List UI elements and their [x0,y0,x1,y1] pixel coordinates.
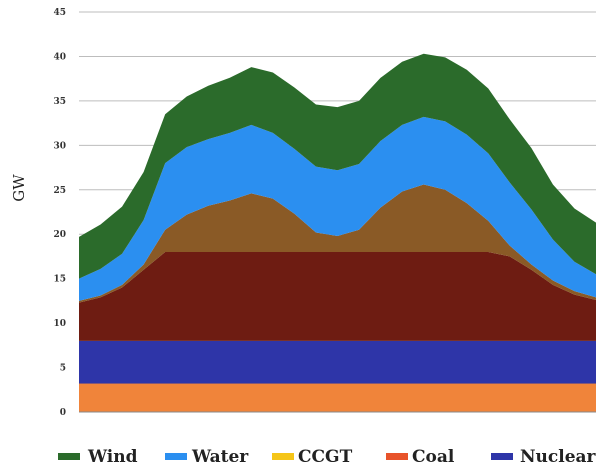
legend-swatch-coal [386,453,408,460]
y-tick-label: 30 [53,141,66,151]
legend: Wind Water CCGT Coal Nuclear [58,447,597,467]
y-tick-label: 25 [53,186,66,196]
area-base-band [79,383,596,412]
area-wind [79,53,596,279]
y-axis-ticks: 0 5 10 15 20 25 30 35 40 45 [53,8,66,418]
area-water [79,116,596,301]
legend-label-wind: Wind [87,447,138,467]
y-tick-label: 15 [53,275,66,285]
y-axis-label: GW [10,174,28,202]
y-tick-label: 45 [53,8,66,18]
area-coal [79,252,596,341]
legend-swatch-ccgt [272,453,294,460]
area-series [79,53,596,413]
legend-swatch-wind [58,453,80,460]
legend-label-nuclear: Nuclear [520,447,597,467]
y-tick-label: 20 [53,230,66,240]
legend-label-coal: Coal [412,447,455,467]
legend-swatch-nuclear [491,453,513,460]
y-tick-label: 35 [53,97,66,107]
y-tick-label: 5 [60,364,66,374]
legend-swatch-water [165,453,187,460]
y-tick-label: 0 [60,408,66,418]
legend-label-water: Water [191,447,249,467]
y-tick-label: 10 [53,319,66,329]
y-tick-label: 40 [53,52,66,62]
area-ccgt [79,184,596,303]
legend-label-ccgt: CCGT [298,447,353,467]
